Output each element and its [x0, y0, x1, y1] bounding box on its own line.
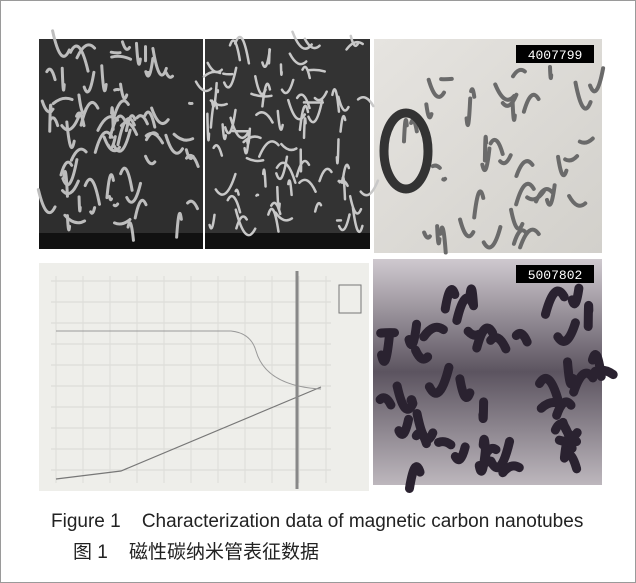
texture — [223, 74, 232, 75]
tem-code: 4007799 — [528, 48, 583, 63]
texture — [483, 402, 484, 419]
sem-info-bar — [205, 233, 370, 249]
figure: 4007799 5007802 — [1, 1, 636, 583]
texture — [281, 64, 282, 74]
texture — [486, 448, 496, 453]
tem-image-1 — [374, 39, 602, 253]
texture — [437, 226, 439, 243]
texture — [513, 102, 515, 119]
texture — [114, 204, 117, 206]
texture — [79, 197, 80, 211]
texture — [550, 67, 551, 78]
texture — [485, 137, 486, 161]
texture — [470, 289, 473, 306]
texture — [443, 179, 445, 180]
texture — [256, 195, 258, 196]
texture — [115, 89, 119, 90]
sem-image-2 — [205, 39, 370, 249]
caption-en: Figure 1 Characterization data of magnet… — [51, 511, 583, 533]
texture — [559, 440, 576, 442]
texture — [50, 105, 51, 131]
tga-plot — [39, 263, 369, 491]
texture — [439, 442, 451, 445]
texture — [433, 166, 440, 168]
texture — [111, 52, 120, 53]
texture — [468, 331, 479, 335]
caption-zh: 图 1 磁性碳纳米管表征数据 — [73, 537, 319, 564]
texture — [568, 362, 573, 384]
texture — [595, 370, 613, 374]
tem-code: 5007802 — [528, 268, 583, 283]
texture — [588, 305, 589, 326]
sem-info-bar — [39, 233, 203, 249]
page: 4007799 5007802 Figure 1 Characterizatio… — [0, 0, 636, 583]
